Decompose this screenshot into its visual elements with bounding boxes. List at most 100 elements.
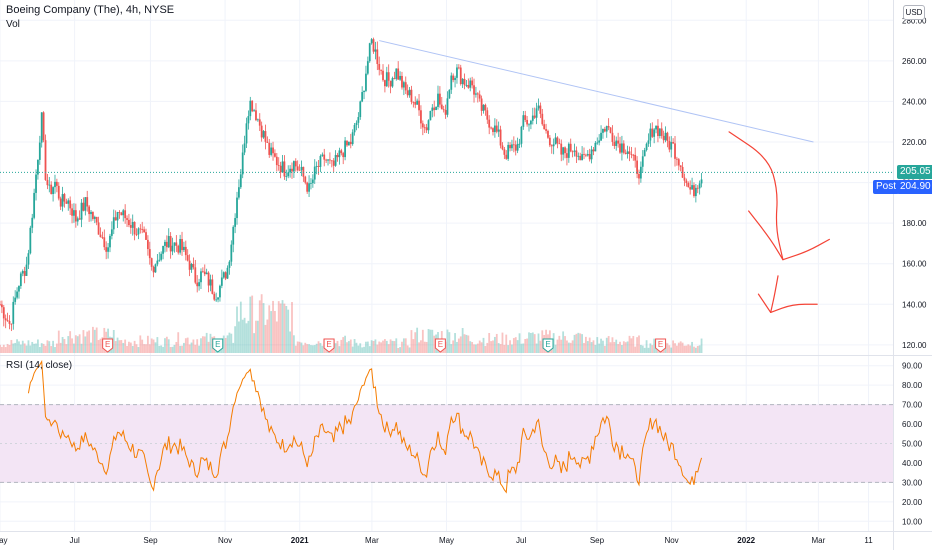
volume-bar	[0, 344, 1, 353]
volume-bar	[670, 347, 673, 353]
candle-body	[653, 129, 656, 137]
earnings-marker	[323, 338, 335, 353]
volume-bar	[238, 321, 240, 353]
volume-bar	[503, 344, 506, 353]
candle-body	[298, 170, 301, 171]
volume-bar	[632, 335, 635, 353]
candle-body	[416, 100, 419, 105]
volume-bar	[133, 340, 136, 353]
volume-bar	[408, 347, 411, 353]
volume-bar	[114, 341, 117, 353]
candle-body	[438, 93, 441, 105]
symbol-title[interactable]: Boeing Company (The), 4h, NYSE	[6, 4, 175, 16]
price-tick-label: 140.00	[902, 300, 927, 309]
volume-bar	[603, 345, 606, 353]
candle-body	[677, 159, 680, 166]
volume-bar	[522, 343, 525, 353]
volume-bar	[37, 339, 39, 353]
candle-body	[556, 137, 559, 144]
candle-body	[433, 107, 436, 110]
candle-body	[148, 249, 151, 259]
candle-body	[391, 78, 394, 87]
volume-bar	[175, 341, 178, 353]
volume-bar	[382, 340, 384, 353]
candle-body	[456, 67, 458, 78]
volume-bar	[90, 342, 92, 353]
volume-bar	[689, 345, 692, 353]
volume-bar	[590, 342, 593, 353]
candle-body	[658, 128, 661, 136]
candle-body	[277, 165, 280, 166]
currency-button[interactable]: USD	[903, 5, 925, 20]
volume-bar	[577, 332, 580, 353]
volume-bar	[321, 345, 324, 353]
candle-body	[431, 107, 434, 111]
volume-bar	[473, 344, 475, 353]
volume-bar	[431, 329, 434, 353]
volume-bar	[609, 342, 612, 353]
candle-body	[74, 210, 77, 222]
volume-bar	[581, 334, 584, 353]
candle-body	[522, 115, 525, 127]
volume-bar	[99, 338, 102, 353]
candle-body	[421, 123, 424, 128]
candle-body	[4, 318, 7, 321]
volume-bar	[634, 346, 637, 353]
earnings-marker-label: E	[438, 340, 443, 349]
candle-body	[450, 75, 453, 90]
volume-bar	[384, 339, 386, 353]
candle-body	[363, 90, 365, 93]
candle-body	[353, 125, 356, 133]
volume-legend[interactable]: Vol	[6, 19, 20, 30]
candle-body	[602, 128, 604, 133]
candle-body	[596, 142, 599, 144]
candle-body	[311, 179, 314, 184]
volume-bar	[33, 343, 36, 353]
candle-body	[258, 119, 261, 126]
time-tick-label: Sep	[143, 536, 158, 545]
volume-bar	[509, 340, 511, 353]
candle-body	[59, 198, 62, 207]
volume-bar	[533, 334, 536, 353]
candle-body	[336, 154, 339, 158]
volume-bar	[641, 345, 644, 353]
volume-bar	[666, 343, 669, 353]
candle-body	[425, 127, 428, 131]
volume-bar	[95, 327, 98, 353]
candle-body	[71, 208, 73, 216]
candle-body	[573, 150, 576, 152]
volume-bar	[154, 342, 157, 353]
volume-bar	[401, 341, 403, 353]
volume-bar	[8, 344, 11, 353]
candle-body	[558, 143, 561, 145]
volume-bar	[69, 331, 72, 353]
rsi-legend[interactable]: RSI (14, close)	[6, 360, 73, 371]
rsi-line	[27, 359, 703, 494]
volume-bar	[456, 341, 458, 353]
volume-bar	[562, 331, 565, 353]
candle-body	[647, 140, 650, 144]
volume-bar	[420, 340, 422, 353]
volume-bar	[298, 341, 301, 353]
volume-bar	[234, 326, 237, 353]
candle-body	[577, 155, 580, 157]
volume-bar	[196, 339, 199, 353]
candle-body	[317, 166, 320, 167]
volume-bar	[475, 344, 477, 353]
candle-body	[2, 307, 5, 319]
volume-bar	[116, 337, 119, 353]
volume-bar	[255, 320, 257, 353]
candle-body	[274, 153, 276, 157]
candle-body	[384, 80, 386, 87]
candle-body	[327, 159, 329, 161]
volume-bar	[302, 345, 305, 353]
volume-bar	[230, 333, 233, 353]
volume-bar	[346, 342, 348, 353]
volume-bar	[588, 337, 591, 353]
candle-body	[42, 112, 45, 141]
candle-body	[545, 129, 547, 131]
candle-body	[505, 154, 508, 159]
volume-bar	[310, 345, 312, 353]
